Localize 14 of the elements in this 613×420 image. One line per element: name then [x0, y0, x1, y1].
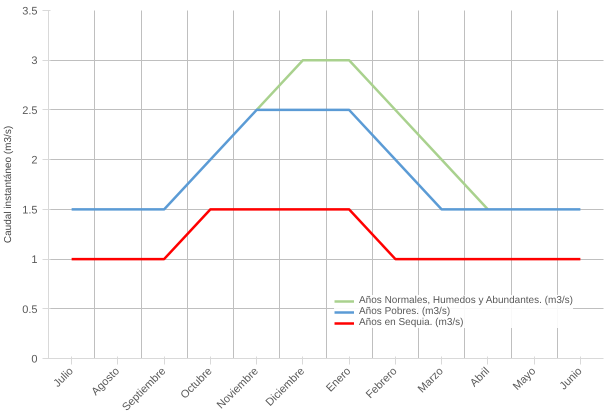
legend-label: Años Normales, Humedos y Abundantes. (m3/s)	[359, 295, 573, 306]
y-tick-label: 1.5	[22, 204, 38, 216]
y-tick-label: 0.5	[22, 304, 38, 316]
legend-label: Años Pobres. (m3/s)	[359, 306, 450, 317]
line-series	[255, 58, 490, 211]
y-tick-label: 2	[31, 154, 38, 167]
legend-label: Años en Sequia. (m3/s)	[359, 317, 464, 328]
x-tick-label: Julio	[51, 365, 76, 390]
y-axis-title: Caudal instantáneo (m3/s)	[3, 126, 14, 244]
y-tick-label: 0	[31, 354, 38, 366]
y-tick-label: 3	[31, 55, 38, 68]
y-tick-label: 3.5	[22, 6, 38, 18]
y-tick-label: 1	[31, 254, 38, 266]
y-tick-label: 2.5	[22, 104, 38, 117]
